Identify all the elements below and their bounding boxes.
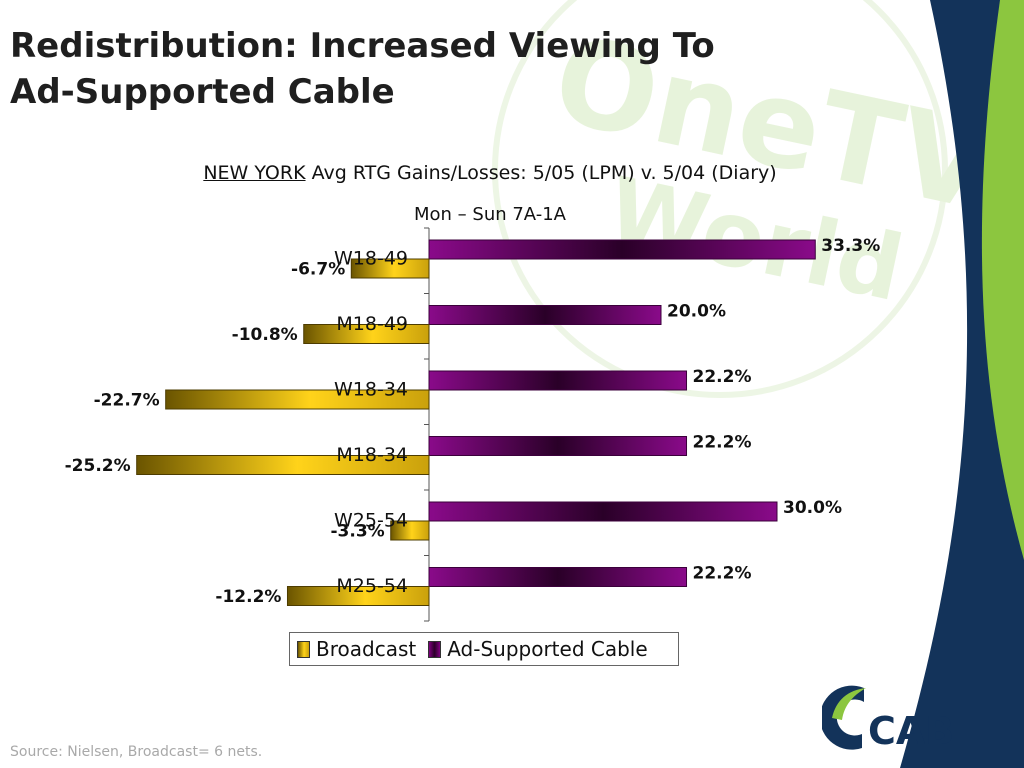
- watermark-ring: [492, 0, 948, 398]
- value-label-cable-w18-34: 22.2%: [693, 367, 752, 387]
- value-label-cable-m18-34: 22.2%: [693, 433, 752, 453]
- value-label-cable-m18-49: 20.0%: [667, 302, 726, 322]
- bar-broadcast-w18-49: [350, 258, 430, 279]
- bar-cable-w25-54: [428, 501, 778, 522]
- value-label-cable-m25-54: 22.2%: [693, 564, 752, 584]
- value-label-cable-w18-49: 33.3%: [821, 236, 880, 256]
- legend-item-broadcast: Broadcast: [297, 637, 416, 661]
- legend-swatch-broadcast: [297, 640, 310, 658]
- chart-title-market: NEW YORK: [203, 162, 306, 184]
- category-label-m18-34: M18-34: [336, 444, 408, 466]
- bar-cable-w18-49: [428, 239, 816, 260]
- category-label-w18-49: W18-49: [334, 248, 408, 270]
- cab-logo-leaf: [832, 688, 866, 720]
- value-label-broadcast-w18-49: -6.7%: [291, 260, 345, 280]
- legend-label-broadcast: Broadcast: [316, 637, 417, 661]
- slide-title: Redistribution: Increased Viewing To Ad-…: [10, 24, 715, 115]
- chart-title: NEW YORK Avg RTG Gains/Losses: 5/05 (LPM…: [0, 162, 980, 184]
- category-label-w25-54: W25-54: [334, 510, 408, 532]
- slide-title-line1: Redistribution: Increased Viewing To: [10, 26, 715, 66]
- bar-broadcast-w18-34: [165, 389, 430, 410]
- bar-cable-w18-34: [428, 370, 688, 391]
- bar-cable-m25-54: [428, 567, 688, 587]
- category-label-m18-49: M18-49: [336, 313, 408, 335]
- legend-label-cable: Ad-Supported Cable: [447, 637, 648, 661]
- value-label-cable-w25-54: 30.0%: [783, 498, 842, 518]
- category-label-m25-54: M25-54: [336, 575, 408, 597]
- cab-logo-text: CAB: [868, 709, 954, 753]
- bar-broadcast-m18-34: [136, 455, 430, 475]
- category-label-w18-34: W18-34: [334, 379, 408, 401]
- value-label-broadcast-m18-49: -10.8%: [232, 325, 298, 345]
- value-label-broadcast-m18-34: -25.2%: [65, 456, 131, 476]
- bar-broadcast-m25-54: [286, 586, 430, 606]
- source-note: Source: Nielsen, Broadcast= 6 nets.: [10, 744, 263, 760]
- cab-logo: CAB: [822, 685, 954, 753]
- green-swoosh: [981, 0, 1024, 560]
- chart-plot-area: 33.3% -6.7%W18-49 20.0% -10.8% M18-49 22.2% -2…: [65, 227, 880, 622]
- bar-broadcast-w25-54: [390, 520, 430, 541]
- chart-subtitle: Mon – Sun 7A-1A: [414, 204, 566, 225]
- chart-title-rest: Avg RTG Gains/Losses: 5/05 (LPM) v. 5/04…: [305, 162, 777, 184]
- value-label-broadcast-m25-54: -12.2%: [215, 587, 281, 607]
- bar-broadcast-m18-49: [303, 324, 430, 344]
- cab-logo-swirl: [822, 685, 864, 750]
- slide-title-line2: Ad-Supported Cable: [10, 71, 395, 112]
- legend-item-cable: Ad-Supported Cable: [428, 637, 648, 661]
- value-label-broadcast-w18-34: -22.7%: [94, 391, 160, 411]
- bar-cable-m18-49: [428, 305, 662, 325]
- chart-legend: Broadcast Ad-Supported Cable: [289, 632, 679, 666]
- bar-cable-m18-34: [428, 436, 688, 456]
- legend-swatch-cable: [428, 640, 442, 658]
- value-label-broadcast-w25-54: -3.3%: [331, 522, 385, 542]
